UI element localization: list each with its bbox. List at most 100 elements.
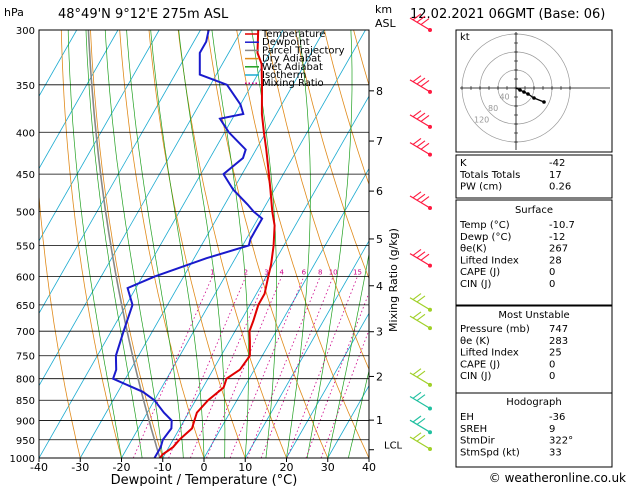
mixing-ratio-label: 1 <box>210 268 214 276</box>
hodograph-ring-label: 40 <box>499 92 509 101</box>
table-row-label: θe(K) <box>460 244 487 255</box>
mixing-ratio-line <box>320 328 369 458</box>
wind-barb <box>409 191 432 211</box>
km-tick-label: 1 <box>376 414 383 427</box>
table-row-label: CIN (J) <box>460 371 491 382</box>
x-tick-label: -20 <box>113 461 131 474</box>
table-row-label: CAPE (J) <box>460 267 500 278</box>
mixing-ratio-axis-title: Mixing Ratio (g/kg) <box>387 228 400 332</box>
mixing-ratio-line <box>305 291 369 458</box>
hodograph-point <box>522 90 526 94</box>
hodograph-point <box>518 88 522 92</box>
table-row-label: StmDir <box>460 436 495 447</box>
isotherm-line <box>286 312 369 458</box>
lcl-label: LCL <box>384 441 403 452</box>
mixing-ratio-label: 3 <box>264 268 268 276</box>
isotherm-line <box>327 384 369 458</box>
isotherm-line <box>39 30 243 387</box>
wind-barb <box>409 432 432 451</box>
dry-adiabat-line <box>90 30 164 458</box>
table-row-value: 9 <box>549 424 555 435</box>
table-row-value: 747 <box>549 324 568 335</box>
x-axis-title: Dewpoint / Temperature (°C) <box>111 473 298 486</box>
x-tick-label: -30 <box>71 461 89 474</box>
wet-adiabat-line <box>150 30 205 458</box>
table-row-label: Lifted Index <box>460 255 519 266</box>
pressure-tick-label: 350 <box>16 81 35 92</box>
mixing-ratio-label: 15 <box>353 268 362 276</box>
table-row-label: Pressure (mb) <box>460 324 530 335</box>
pressure-tick-label: 650 <box>16 301 35 312</box>
hodograph-point <box>526 92 530 96</box>
wind-barb <box>409 13 432 32</box>
wind-barbs <box>409 13 432 451</box>
pressure-tick-label: 850 <box>16 396 35 407</box>
legend-label: Temperature <box>261 29 325 40</box>
asl-label: ASL <box>375 17 397 30</box>
table-row-value: 17 <box>549 170 562 181</box>
isotherm-line <box>244 240 369 458</box>
isotherm-line <box>162 95 369 458</box>
table-row-label: PW (cm) <box>460 182 502 193</box>
km-tick-label: 6 <box>376 185 383 198</box>
km-tick-label: 3 <box>376 326 383 339</box>
table-row-label: Dewp (°C) <box>460 232 511 243</box>
table-row-label: CAPE (J) <box>460 359 500 370</box>
x-tick-label: 10 <box>238 461 252 474</box>
axis-labels: 3003504004505005506006507007508008509009… <box>10 26 403 474</box>
pressure-tick-label: 950 <box>16 436 35 447</box>
isotherm-line <box>39 30 78 97</box>
table-row-value: -12 <box>549 232 565 243</box>
hodograph-ring-label: 120 <box>474 115 489 124</box>
table-row-label: StmSpd (kt) <box>460 447 520 458</box>
copyright-footer: © weatheronline.co.uk <box>489 471 626 485</box>
wind-barb <box>409 415 432 435</box>
km-tick-label: 5 <box>376 233 383 246</box>
table-row-value: 0 <box>549 267 555 278</box>
x-tick-label: -10 <box>154 461 172 474</box>
wind-barb <box>409 311 432 331</box>
km-label: km <box>375 3 392 16</box>
table-row-label: SREH <box>460 424 487 435</box>
wind-barb <box>409 75 432 94</box>
hodograph-ring-label: 80 <box>488 104 498 113</box>
km-tick-label: 4 <box>376 280 383 293</box>
wind-barb <box>409 110 432 129</box>
table-row-value: 0 <box>549 371 555 382</box>
table-row-label: Lifted Index <box>460 348 519 359</box>
hodograph-table-title: Hodograph <box>506 397 561 408</box>
legend-label: Wet Adiabat <box>262 62 323 73</box>
table-row-label: Temp (°C) <box>459 220 510 231</box>
km-tick-label: 8 <box>376 85 383 98</box>
wind-barb <box>409 391 432 411</box>
location-title: 48°49'N 9°12'E 275m ASL <box>58 7 229 22</box>
mixing-ratio-line <box>132 276 213 458</box>
mixing-ratio-label: 10 <box>329 268 338 276</box>
table-row-value: 0 <box>549 359 555 370</box>
legend-label: Parcel Trajectory <box>262 45 345 56</box>
pressure-tick-label: 1000 <box>10 454 35 465</box>
isotherm-line <box>39 30 284 458</box>
pressure-tick-label: 500 <box>16 208 35 219</box>
pressure-tick-label: 700 <box>16 327 35 338</box>
mixing-ratio-label: 8 <box>318 268 322 276</box>
indices-tables: K -42 Totals Totals 17 PW (cm) 0.26 Surface Tem… <box>455 154 613 468</box>
table-row-value: -42 <box>549 158 565 169</box>
isobar-lines <box>39 29 369 459</box>
wind-barb <box>409 138 432 157</box>
mixing-ratio-line <box>190 276 267 458</box>
hodograph-point <box>532 96 536 100</box>
x-tick-label: 30 <box>321 461 335 474</box>
mixing-ratio-label: 20 <box>371 268 380 276</box>
legend-label: Mixing Ratio <box>262 78 324 89</box>
mixing-ratio-label: 6 <box>302 268 307 276</box>
table-row-value: 0 <box>549 279 555 290</box>
hodograph-point <box>542 100 546 104</box>
table-row-value: 0.26 <box>549 182 571 193</box>
wind-barb <box>409 248 432 268</box>
hpa-label: hPa <box>4 6 24 19</box>
table-row-value: -10.7 <box>549 220 575 231</box>
wet-adiabat-line <box>286 30 311 458</box>
hodograph-unit-label: kt <box>460 32 470 43</box>
mixing-ratio-label: 4 <box>279 268 284 276</box>
